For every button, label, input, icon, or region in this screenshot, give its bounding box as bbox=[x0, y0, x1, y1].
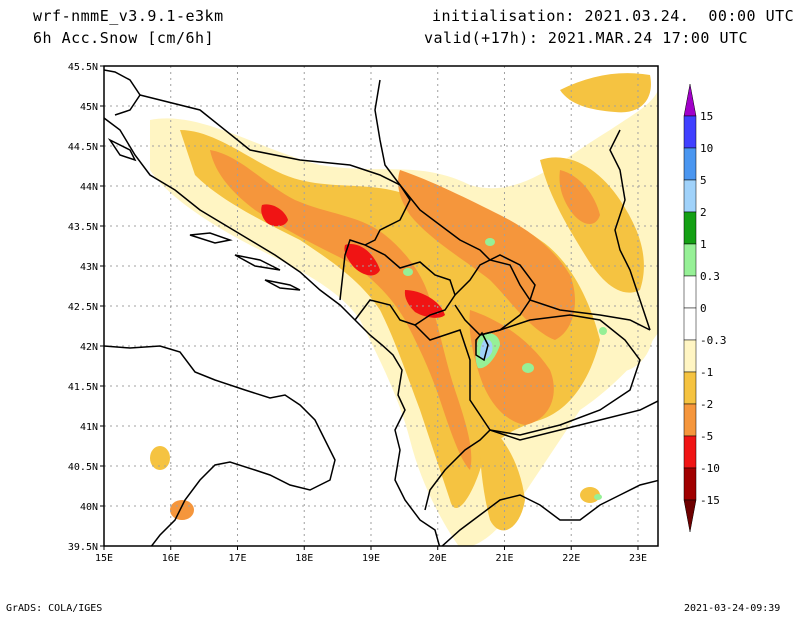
lat-label: 42N bbox=[80, 342, 98, 353]
field-title: 6h Acc.Snow [cm/6h] bbox=[33, 29, 215, 47]
lon-label: 20E bbox=[429, 553, 447, 564]
border-north-macedonia bbox=[479, 314, 641, 436]
lat-label: 43N bbox=[80, 262, 98, 273]
island-4 bbox=[107, 138, 137, 162]
legend-swatch bbox=[683, 115, 697, 149]
border-serbia bbox=[374, 79, 651, 331]
snow-area-intense bbox=[261, 204, 288, 227]
legend-swatch bbox=[683, 83, 697, 117]
legend-swatch bbox=[683, 371, 697, 405]
coastline-west-adriatic bbox=[104, 345, 336, 546]
legend-label: 10 bbox=[700, 142, 713, 155]
lon-label: 17E bbox=[228, 553, 246, 564]
legend-label: -5 bbox=[700, 430, 713, 443]
legend-swatch bbox=[683, 147, 697, 181]
border-montenegro bbox=[354, 244, 456, 326]
init-time: initialisation: 2021.03.24. 00:00 UTC bbox=[432, 7, 795, 25]
border-albania bbox=[414, 324, 491, 511]
snow-spot-2 bbox=[150, 446, 170, 470]
border-kosovo bbox=[454, 254, 536, 336]
legend-swatch bbox=[683, 435, 697, 469]
legend-label: 2 bbox=[700, 206, 707, 219]
grid-lines bbox=[104, 66, 658, 546]
legend-swatch bbox=[683, 339, 697, 373]
coastlines-borders bbox=[104, 69, 658, 546]
coastline-istria bbox=[104, 69, 141, 116]
legend-label: -1 bbox=[700, 366, 713, 379]
snow-area-heavy-5 bbox=[249, 179, 280, 207]
border-bih bbox=[139, 94, 411, 301]
legend-label: -15 bbox=[700, 494, 720, 507]
border-greece bbox=[489, 400, 658, 441]
lat-label: 44N bbox=[80, 182, 98, 193]
legend-label: 0.3 bbox=[700, 270, 720, 283]
snow-spot-green-5 bbox=[403, 268, 413, 276]
snow-area-intense-2 bbox=[344, 244, 380, 276]
legend-label: 0 bbox=[700, 302, 707, 315]
snow-area-heavy-4 bbox=[559, 170, 600, 225]
lon-label: 21E bbox=[495, 553, 513, 564]
lake-ohrid bbox=[475, 331, 489, 362]
longitude-labels: 15E 16E 17E 18E 19E 20E 21E 22E 23E bbox=[95, 546, 647, 564]
snow-spot-green-4 bbox=[594, 494, 602, 500]
legend-label: 1 bbox=[700, 238, 707, 251]
legend-swatch bbox=[683, 211, 697, 245]
lat-label: 43.5N bbox=[68, 222, 98, 233]
coastline-greece-west bbox=[441, 479, 658, 546]
snow-area-moderate-4 bbox=[479, 420, 525, 531]
lat-label: 45N bbox=[80, 102, 98, 113]
legend-label: 15 bbox=[700, 110, 713, 123]
lon-label: 22E bbox=[562, 553, 580, 564]
snow-area-intense-3 bbox=[404, 290, 445, 318]
legend-swatch bbox=[683, 275, 697, 309]
footer-credit: GrADS: COLA/IGES bbox=[6, 603, 103, 614]
lat-label: 40N bbox=[80, 502, 98, 513]
snow-spot-green-3 bbox=[599, 327, 607, 335]
legend-swatch bbox=[683, 403, 697, 437]
coastline-east-adriatic bbox=[104, 117, 441, 546]
legend-label: -10 bbox=[700, 462, 720, 475]
lat-label: 41.5N bbox=[68, 382, 98, 393]
legend-swatch bbox=[683, 179, 697, 213]
snow-spot-green-1 bbox=[522, 363, 534, 373]
legend-swatch bbox=[683, 467, 697, 501]
lat-label: 42.5N bbox=[68, 302, 98, 313]
latitude-labels: 45.5N 45N 44.5N 44N 43.5N 43N 42.5N 42N 41.5N 41N… bbox=[68, 62, 104, 553]
lat-label: 44.5N bbox=[68, 142, 98, 153]
lat-label: 45.5N bbox=[68, 62, 98, 73]
border-bulgaria bbox=[609, 129, 651, 331]
snow-spot-1 bbox=[170, 500, 194, 520]
lon-label: 16E bbox=[162, 553, 180, 564]
legend-label: -0.3 bbox=[700, 334, 727, 347]
lon-label: 19E bbox=[362, 553, 380, 564]
snow-area-moderate-3 bbox=[560, 73, 651, 113]
legend-swatch bbox=[683, 243, 697, 277]
legend-label: -2 bbox=[700, 398, 713, 411]
lat-label: 39.5N bbox=[68, 542, 98, 553]
lat-label: 41N bbox=[80, 422, 98, 433]
footer-timestamp: 2021-03-24-09:39 bbox=[684, 603, 781, 614]
legend-label: 5 bbox=[700, 174, 707, 187]
lon-label: 15E bbox=[95, 553, 113, 564]
model-title: wrf-nmmE_v3.9.1-e3km bbox=[33, 7, 224, 25]
lon-label: 18E bbox=[295, 553, 313, 564]
lat-label: 40.5N bbox=[68, 462, 98, 473]
island-1 bbox=[189, 232, 233, 244]
island-3 bbox=[264, 279, 301, 291]
lon-label: 23E bbox=[629, 553, 647, 564]
snow-spot-green-2 bbox=[485, 238, 495, 246]
legend-swatch bbox=[683, 499, 697, 533]
island-2 bbox=[234, 254, 281, 271]
legend-swatch bbox=[683, 307, 697, 341]
valid-time: valid(+17h): 2021.MAR.24 17:00 UTC bbox=[424, 29, 749, 47]
snow-spot-3 bbox=[580, 487, 600, 503]
